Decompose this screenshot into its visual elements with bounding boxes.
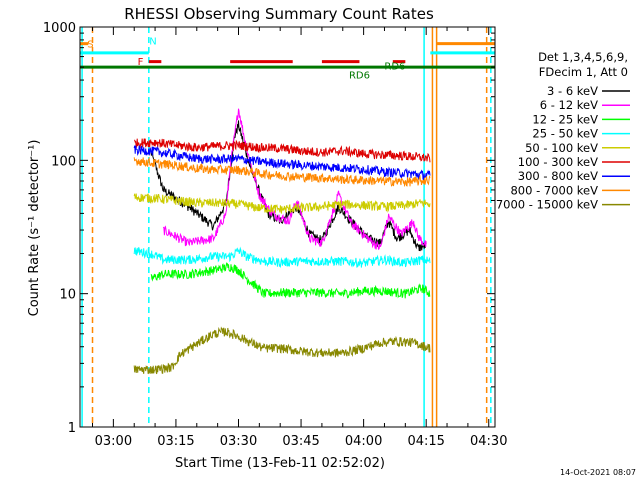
x-tick-label: 03:30 (220, 434, 257, 449)
state-bar-label: RD6 (349, 71, 370, 82)
state-bar-label: N (149, 37, 156, 48)
plot-frame (79, 26, 496, 428)
x-tick-label: 04:30 (470, 434, 507, 449)
series-line (133, 145, 431, 181)
plot-area: S NF RD6 RD6 (80, 27, 495, 427)
x-tick-label: 04:15 (407, 434, 444, 449)
legend-header-line-2: FDecim 1, Att 0 (539, 65, 628, 79)
series-line (134, 138, 431, 163)
legend-entry-label: 3 - 6 keV (547, 84, 598, 98)
y-axis-label: Count Rate (s⁻¹ detector⁻¹) (27, 140, 42, 317)
legend-entry-label: 100 - 300 keV (518, 155, 598, 169)
state-bar-label: F (138, 57, 144, 68)
x-tick-label: 04:00 (345, 434, 382, 449)
legend-entry-label: 7000 - 15000 keV (496, 198, 598, 212)
legend-entry-label: 25 - 50 keV (532, 127, 598, 141)
y-tick-label: 100 (51, 154, 76, 169)
chart-title: RHESSI Observing Summary Count Rates (124, 5, 434, 23)
axes: 1 10 100 1000 03:00 03:15 03:30 03:45 04:00 04:15… (43, 21, 508, 449)
series-line (133, 193, 431, 214)
series-line (133, 326, 431, 375)
x-tick-label: 03:00 (95, 434, 132, 449)
legend-entry-label: 300 - 800 keV (518, 169, 598, 183)
state-bar-label: S (87, 40, 93, 51)
footer-timestamp: 14-Oct-2021 08:07 (560, 468, 636, 477)
series-line (150, 120, 427, 252)
x-tick-label: 03:15 (157, 434, 194, 449)
series-line (133, 246, 431, 269)
legend-entry-label: 50 - 100 keV (525, 141, 598, 155)
y-tick-label: 1000 (43, 21, 76, 36)
legend-entry-label: 6 - 12 keV (540, 98, 598, 112)
legend: Det 1,3,4,5,6,9, FDecim 1, Att 0 3 - 6 k… (496, 50, 630, 212)
legend-entry-label: 800 - 7000 keV (510, 183, 598, 197)
legend-header-line-1: Det 1,3,4,5,6,9, (538, 50, 628, 64)
legend-entry-label: 12 - 25 keV (532, 112, 598, 126)
state-bar-label: RD6 (384, 61, 405, 72)
series-line (150, 261, 431, 299)
x-axis-label: Start Time (13-Feb-11 02:52:02) (175, 456, 385, 471)
y-tick-label: 1 (68, 421, 76, 436)
series-line (133, 156, 431, 188)
y-tick-label: 10 (59, 288, 76, 303)
x-tick-label: 03:45 (282, 434, 319, 449)
